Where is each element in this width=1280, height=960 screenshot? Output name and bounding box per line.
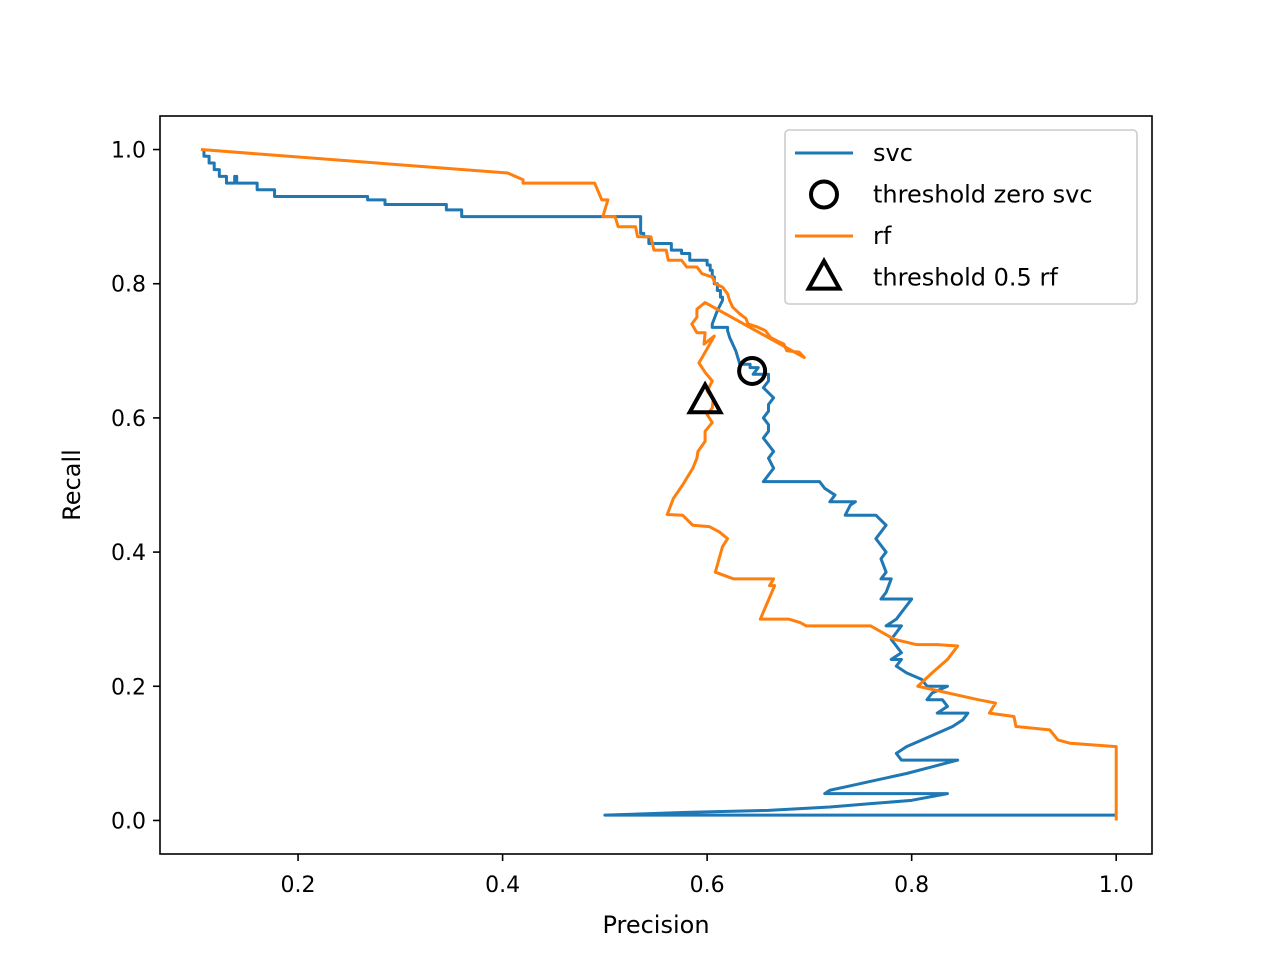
x-axis-label: Precision (602, 911, 709, 939)
legend-swatch-threshold-0-5-rf (805, 256, 843, 291)
y-tick-label: 0.2 (111, 675, 146, 700)
plot-area (200, 148, 1118, 821)
y-axis: 0.0 0.2 0.4 0.6 0.8 1.0 (111, 139, 160, 834)
legend: svc threshold zero svc rf threshold 0.5 rf (784, 129, 1138, 305)
x-tick-label: 0.6 (690, 873, 725, 898)
axes-frame (159, 115, 1153, 855)
y-tick-label: 0.8 (111, 273, 146, 298)
y-tick-label: 0.0 (111, 809, 146, 834)
x-tick-label: 0.8 (894, 873, 929, 898)
y-tick-label: 0.6 (111, 407, 146, 432)
legend-box (784, 129, 1138, 305)
series-line-rf (200, 148, 1118, 821)
legend-label-threshold-zero-svc: threshold zero svc (873, 181, 1093, 209)
y-tick-label: 0.4 (111, 541, 146, 566)
legend-label-threshold-0-5-rf: threshold 0.5 rf (873, 264, 1058, 292)
series-line-svc (202, 149, 1117, 817)
y-tick-label: 1.0 (111, 139, 146, 164)
legend-label-svc: svc (873, 139, 913, 167)
y-axis-label: Recall (58, 449, 86, 521)
legend-label-rf: rf (873, 222, 892, 250)
x-tick-label: 1.0 (1099, 873, 1134, 898)
marker-threshold-zero-svc (737, 355, 768, 386)
legend-swatch-threshold-zero-svc (809, 179, 839, 210)
marker-threshold-0-5-rf (686, 380, 724, 415)
x-tick-label: 0.4 (485, 873, 520, 898)
x-tick-label: 0.2 (281, 873, 316, 898)
x-axis: 0.2 0.4 0.6 0.8 1.0 (281, 854, 1134, 898)
